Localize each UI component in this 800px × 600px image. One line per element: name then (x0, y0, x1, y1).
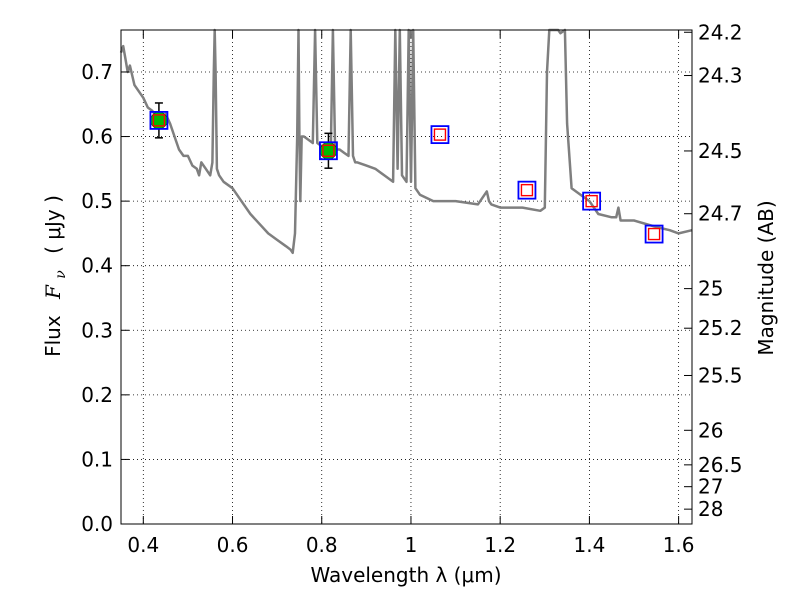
model-band-inner-box (322, 144, 335, 157)
y-tick-label: 0.6 (81, 125, 113, 149)
model-band-box (582, 191, 602, 211)
model-band-box (430, 125, 450, 145)
y-axis-ticks: 0.0 0.1 0.2 0.3 0.4 0.5 0.6 0.7 (81, 60, 129, 536)
plot-frame (120, 29, 693, 525)
y-tick-label: 0.1 (81, 447, 113, 471)
x-axis-ticks: 0.4 0.6 0.8 1 1.2 1.4 1.6 (127, 30, 695, 557)
model-band-inner-box (152, 114, 166, 127)
model-spectrum-line (119, 28, 693, 255)
y2-tick-label: 27 (698, 475, 723, 499)
y2-tick-label: 25 (698, 277, 723, 301)
y-tick-label: 0.2 (81, 383, 113, 407)
x-tick-label: 1 (405, 533, 418, 557)
model-band-inner-box (520, 183, 534, 197)
error-bars (154, 102, 333, 169)
model-spectrum (119, 28, 693, 255)
y2-tick-label: 26.5 (698, 453, 743, 477)
model-band-inner-box (585, 194, 598, 208)
model-band-box (149, 111, 169, 130)
x-axis-label: Wavelength λ (μm) (310, 563, 501, 587)
y2-tick-label: 24.7 (698, 202, 743, 226)
observed-points (150, 111, 338, 160)
y-tick-label: 0.5 (81, 189, 113, 213)
y2-tick-label: 24.3 (698, 64, 743, 88)
y-tick-label: 0.4 (81, 254, 113, 278)
y-axis-label-prefix: Flux (41, 315, 65, 357)
y-axis-label-subscript: ν (53, 270, 69, 279)
y-axis-label: Flux F ν ( μJy ) (41, 195, 70, 357)
y2-tick-label: 25.2 (698, 316, 743, 340)
y-tick-label: 0.3 (81, 318, 113, 342)
model-band-inner-box (433, 128, 447, 141)
x-tick-label: 1.2 (484, 533, 516, 557)
x-tick-label: 0.8 (306, 533, 338, 557)
y2-tick-label: 24.2 (698, 20, 743, 44)
model-band-box (644, 224, 664, 244)
model-band-box (517, 180, 537, 200)
y2-tick-label: 24.5 (698, 139, 743, 163)
y2-tick-label: 26 (698, 418, 723, 442)
y2-tick-label: 28 (698, 497, 723, 521)
model-band-markers (149, 111, 664, 244)
model-band-inner-box (647, 227, 661, 241)
y2-axis-label: Magnitude (AB) (754, 200, 778, 355)
y-axis-label-unit: ( μJy ) (41, 195, 65, 254)
x-tick-label: 0.4 (127, 533, 159, 557)
y-tick-label: 0.7 (81, 60, 113, 84)
x-tick-label: 0.6 (217, 533, 249, 557)
y2-tick-label: 25.5 (698, 363, 743, 387)
x-tick-label: 1.4 (573, 533, 605, 557)
y-axis-label-symbol: F (41, 284, 65, 300)
y-tick-label: 0.0 (81, 512, 113, 536)
x-tick-label: 1.6 (663, 533, 695, 557)
model-band-box (319, 141, 338, 161)
